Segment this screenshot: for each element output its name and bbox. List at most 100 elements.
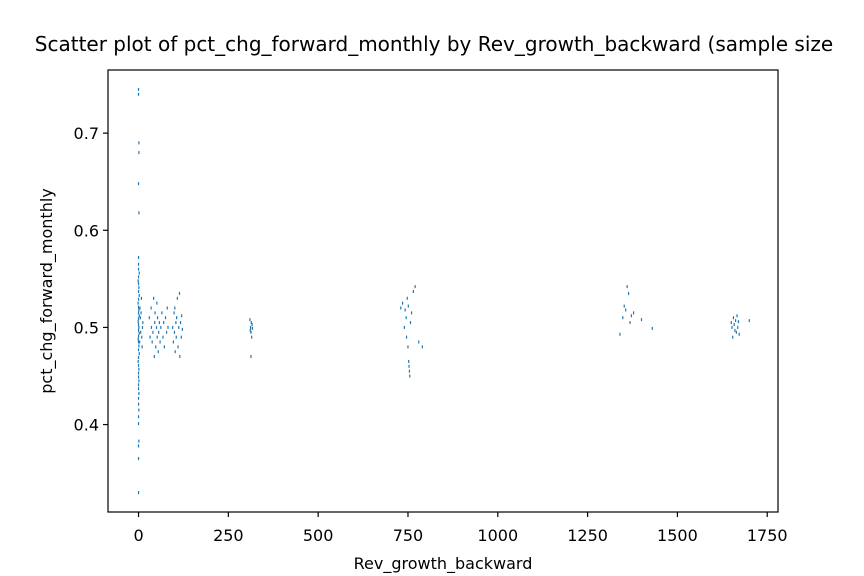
data-point bbox=[737, 320, 740, 324]
data-point bbox=[404, 308, 406, 312]
data-point bbox=[137, 457, 140, 461]
data-point bbox=[153, 355, 155, 359]
y-axis-label: pct_chg_forward_monthly bbox=[37, 188, 57, 394]
data-point bbox=[156, 316, 159, 320]
data-point bbox=[150, 325, 153, 329]
data-point bbox=[176, 316, 178, 320]
data-point bbox=[157, 350, 159, 354]
data-point bbox=[138, 293, 140, 297]
data-point bbox=[408, 364, 410, 368]
data-point bbox=[405, 316, 407, 320]
data-point bbox=[138, 308, 140, 312]
data-point bbox=[137, 383, 140, 387]
data-point bbox=[181, 327, 183, 331]
data-point bbox=[177, 345, 179, 349]
data-point bbox=[138, 331, 140, 335]
data-point bbox=[137, 328, 140, 332]
data-point bbox=[150, 306, 152, 310]
x-tick-label: 500 bbox=[303, 526, 334, 545]
data-point bbox=[153, 296, 155, 300]
data-point bbox=[180, 335, 182, 339]
data-point bbox=[408, 369, 411, 373]
data-point bbox=[401, 301, 404, 305]
data-point bbox=[640, 318, 643, 322]
data-point bbox=[250, 321, 252, 325]
data-point bbox=[137, 279, 139, 283]
data-point bbox=[141, 325, 144, 329]
data-point bbox=[138, 408, 140, 412]
y-tick-label: 0.6 bbox=[74, 221, 99, 240]
data-point bbox=[251, 335, 253, 339]
data-point bbox=[138, 271, 140, 275]
data-point bbox=[174, 350, 176, 354]
data-point bbox=[137, 396, 140, 400]
data-point bbox=[155, 345, 157, 349]
x-tick-label: 0 bbox=[133, 526, 143, 545]
data-point bbox=[409, 321, 412, 325]
data-point bbox=[152, 330, 154, 334]
plot-frame bbox=[107, 69, 779, 513]
data-point bbox=[137, 289, 140, 293]
data-point bbox=[162, 335, 164, 339]
data-point bbox=[137, 348, 140, 352]
data-point bbox=[137, 311, 140, 315]
data-point bbox=[158, 321, 160, 325]
data-point bbox=[137, 320, 139, 324]
data-point bbox=[138, 314, 140, 318]
data-point bbox=[138, 325, 140, 329]
x-axis: 0 250 500 750 1000 1250 1500 1750 bbox=[133, 512, 788, 545]
data-point bbox=[137, 422, 140, 426]
data-point bbox=[734, 328, 736, 332]
data-point bbox=[160, 325, 162, 329]
data-point bbox=[139, 316, 141, 320]
data-point bbox=[627, 291, 630, 295]
data-point bbox=[156, 335, 158, 339]
data-point bbox=[161, 311, 163, 315]
points-layer bbox=[137, 87, 750, 495]
data-point bbox=[622, 316, 624, 320]
data-point bbox=[137, 297, 140, 301]
data-point bbox=[623, 304, 625, 308]
data-point bbox=[736, 314, 738, 318]
data-point bbox=[137, 340, 140, 344]
x-tick-label: 250 bbox=[213, 526, 244, 545]
data-point bbox=[139, 340, 141, 344]
data-point bbox=[140, 311, 142, 315]
data-point bbox=[166, 306, 168, 310]
data-point bbox=[137, 491, 140, 495]
data-point bbox=[735, 330, 737, 334]
data-point bbox=[412, 289, 414, 293]
data-point bbox=[156, 301, 158, 305]
data-point bbox=[178, 325, 180, 329]
data-point bbox=[250, 330, 252, 334]
chart-title: Scatter plot of pct_chg_forward_monthly … bbox=[34, 32, 834, 56]
data-point bbox=[408, 359, 410, 363]
data-point bbox=[137, 444, 140, 448]
y-axis: 0.4 0.5 0.6 0.7 bbox=[74, 124, 108, 435]
data-point bbox=[137, 334, 140, 338]
data-point bbox=[732, 316, 735, 320]
data-point bbox=[251, 326, 254, 330]
x-axis-label: Rev_growth_backward bbox=[354, 554, 533, 574]
data-point bbox=[137, 255, 140, 259]
data-point bbox=[178, 291, 181, 295]
data-point bbox=[148, 316, 150, 320]
data-point bbox=[137, 317, 140, 321]
data-point bbox=[158, 330, 160, 334]
data-point bbox=[731, 325, 733, 329]
data-point bbox=[730, 321, 732, 325]
data-point bbox=[137, 275, 140, 279]
data-point bbox=[626, 285, 628, 289]
data-point bbox=[138, 439, 140, 443]
data-point bbox=[250, 355, 252, 359]
data-point bbox=[632, 311, 635, 315]
data-point bbox=[737, 325, 739, 329]
data-point bbox=[181, 314, 183, 318]
data-point bbox=[137, 92, 140, 96]
data-point bbox=[138, 367, 140, 371]
data-point bbox=[173, 330, 176, 334]
data-point bbox=[414, 285, 416, 289]
data-point bbox=[138, 286, 140, 290]
data-point bbox=[165, 330, 168, 334]
